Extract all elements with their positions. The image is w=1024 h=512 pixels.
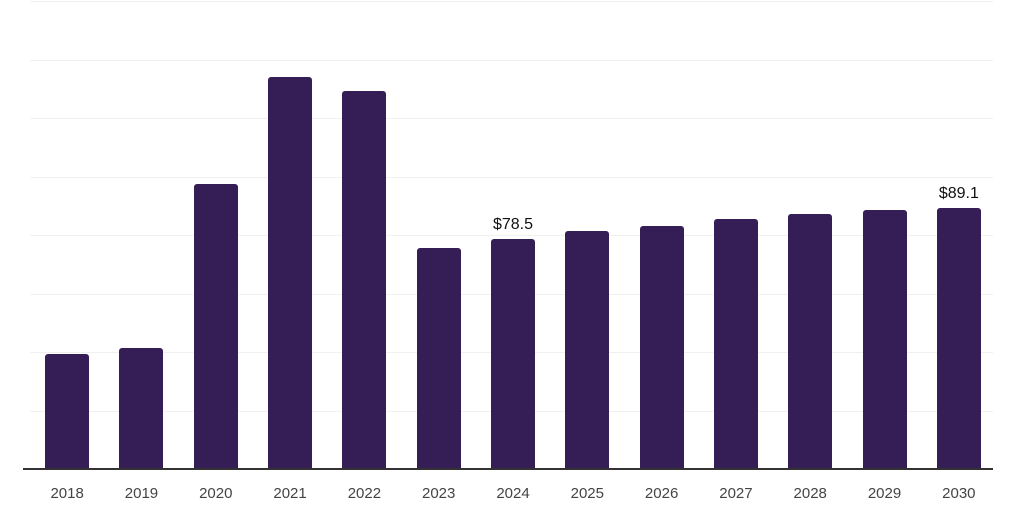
- x-tick-label-2020: 2020: [199, 485, 233, 502]
- bar-2024[interactable]: [491, 239, 535, 469]
- bar-2025[interactable]: [565, 231, 610, 469]
- bar-2026[interactable]: [639, 225, 684, 469]
- x-tick-label-2030: 2030: [942, 485, 976, 502]
- x-tick-label-2023: 2023: [422, 485, 456, 502]
- x-tick-label-2026: 2026: [644, 485, 679, 502]
- x-tick-label-2021: 2021: [273, 485, 307, 502]
- value-label-2030: $89.1: [938, 185, 979, 203]
- bar-2028[interactable]: [788, 213, 833, 469]
- bar-2019[interactable]: [119, 347, 164, 469]
- bar-2020[interactable]: [193, 183, 238, 469]
- x-tick-label-2018: 2018: [50, 485, 84, 502]
- x-tick-label-2024: 2024: [496, 485, 530, 502]
- x-axis-line: [23, 468, 993, 470]
- x-tick-label-2019: 2019: [124, 485, 159, 502]
- gridline-y-160: [30, 1, 993, 2]
- gridline-y-140: [30, 59, 993, 61]
- bar-2022[interactable]: [342, 91, 387, 469]
- x-tick-label-2025: 2025: [570, 485, 604, 502]
- bar-2023[interactable]: [416, 247, 461, 469]
- bar-2027[interactable]: [713, 218, 758, 469]
- x-tick-label-2022: 2022: [347, 485, 382, 502]
- bar-2030[interactable]: [936, 208, 981, 469]
- x-tick-label-2029: 2029: [867, 485, 902, 502]
- x-tick-label-2028: 2028: [793, 485, 827, 502]
- x-tick-label-2027: 2027: [719, 485, 753, 502]
- gridline-y-100: [30, 176, 993, 178]
- gridline-y-80: [30, 235, 993, 236]
- value-label-2024: $78.5: [492, 216, 534, 234]
- bar-2029[interactable]: [862, 209, 907, 469]
- gridline-y-120: [30, 118, 993, 119]
- bar-2021[interactable]: [268, 77, 313, 469]
- bar-2018[interactable]: [45, 353, 90, 469]
